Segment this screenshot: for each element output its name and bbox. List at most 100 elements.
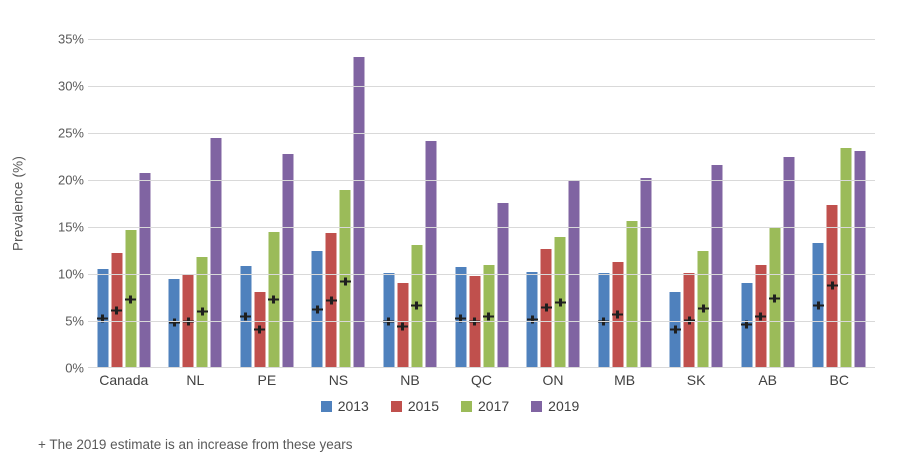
- x-label-ab: AB: [758, 372, 778, 388]
- x-axis-labels: Canada NL PE NS NB QC ON MB SK AB BC: [88, 372, 875, 388]
- x-label-on: ON: [542, 372, 564, 388]
- bar-mb-2019: [640, 178, 652, 368]
- bar-sk-2017: [697, 251, 709, 368]
- bar-sk-2013: [669, 291, 681, 368]
- bar-bc-2013: [812, 242, 824, 368]
- bar-nb-2017: [411, 244, 423, 368]
- x-label-nb: NB: [400, 372, 420, 388]
- bar-qc-2019: [497, 202, 508, 368]
- y-tick-0-: 0%: [65, 360, 84, 376]
- legend-item-2015: 2015: [390, 398, 439, 414]
- bar-bc-2017: [840, 148, 852, 368]
- legend-swatch-2013: [320, 400, 332, 412]
- bar-ns-2015: [325, 232, 337, 368]
- y-tick-30-: 30%: [57, 78, 84, 94]
- bar-sk-2019: [711, 164, 723, 368]
- legend-label-2015: 2015: [407, 398, 439, 414]
- y-tick-15-: 15%: [57, 219, 84, 235]
- bars-qc: [455, 39, 508, 368]
- group-ns: [303, 39, 375, 368]
- plus-marker-ab-2015: [755, 312, 767, 321]
- y-tick-25-: 25%: [57, 125, 84, 141]
- group-ab: [732, 39, 804, 368]
- bar-ab-2015: [755, 264, 767, 368]
- bar-mb-2015: [612, 261, 624, 368]
- plus-marker-canada-2017: [125, 295, 137, 304]
- group-nb: [374, 39, 446, 368]
- plus-marker-nb-2017: [411, 301, 423, 310]
- plus-marker-on-2017: [554, 298, 566, 307]
- bar-qc-2013: [455, 267, 466, 368]
- legend-swatch-2017: [461, 400, 472, 412]
- bars-canada: [97, 39, 151, 368]
- x-label-ns: NS: [328, 372, 349, 388]
- plus-marker-sk-2013: [669, 325, 681, 334]
- group-mb: [589, 39, 661, 368]
- plus-marker-nb-2015: [397, 322, 409, 331]
- plus-marker-mb-2015: [612, 310, 624, 319]
- group-qc: [446, 39, 518, 368]
- group-pe: [231, 39, 303, 368]
- bars-ns: [311, 39, 365, 368]
- plus-marker-ab-2017: [769, 294, 781, 303]
- bar-bc-2015: [826, 205, 838, 368]
- y-tick-10-: 10%: [57, 266, 84, 282]
- plus-marker-qc-2013: [455, 314, 466, 323]
- plus-marker-nl-2017: [196, 307, 208, 316]
- gridline-35: [88, 38, 875, 40]
- plus-marker-bc-2013: [812, 301, 824, 310]
- plus-marker-canada-2015: [111, 306, 123, 315]
- plot-area: [88, 38, 875, 368]
- bar-nl-2017: [196, 257, 208, 368]
- gridline-15: [88, 226, 875, 228]
- bar-pe-2015: [254, 291, 266, 368]
- bars-nb: [383, 39, 437, 368]
- x-label-canada: Canada: [99, 372, 149, 388]
- plus-marker-ab-2013: [741, 320, 753, 329]
- bar-ab-2019: [783, 156, 795, 368]
- x-label-pe: PE: [257, 372, 277, 388]
- bar-mb-2017: [626, 221, 638, 368]
- bar-nl-2019: [210, 137, 222, 368]
- bar-canada-2015: [111, 253, 123, 368]
- bar-ns-2019: [353, 56, 365, 368]
- bar-nl-2013: [168, 278, 180, 368]
- legend-swatch-2015: [390, 400, 402, 412]
- plus-marker-ns-2015: [325, 296, 337, 305]
- plus-marker-qc-2017: [483, 312, 494, 321]
- plus-marker-qc-2015: [469, 317, 480, 326]
- plus-marker-sk-2017: [697, 304, 709, 313]
- bars-nl: [168, 39, 222, 368]
- x-label-qc: QC: [471, 372, 492, 388]
- bar-canada-2017: [125, 229, 137, 368]
- group-nl: [160, 39, 232, 368]
- gridline-10: [88, 273, 875, 275]
- legend-item-2017: 2017: [461, 398, 509, 414]
- legend-label-2017: 2017: [478, 398, 510, 414]
- bars-ab: [741, 39, 795, 368]
- legend-item-2019: 2019: [531, 398, 579, 414]
- group-on: [517, 39, 589, 368]
- y-axis-tick-labels: 0% 5% 10% 15% 20% 25% 30% 35%: [0, 32, 84, 376]
- legend-swatch-2019: [531, 400, 543, 412]
- x-label-bc: BC: [829, 372, 849, 388]
- gridline-0: [88, 367, 875, 368]
- legend-item-2013: 2013: [320, 398, 369, 414]
- plus-marker-pe-2013: [240, 312, 252, 321]
- legend-label-2019: 2019: [548, 398, 580, 414]
- plus-marker-bc-2015: [826, 281, 838, 290]
- bars-bc: [812, 39, 866, 368]
- gridline-20: [88, 179, 875, 181]
- plus-marker-sk-2015: [683, 316, 695, 325]
- bar-ns-2013: [311, 251, 323, 368]
- y-tick-5-: 5%: [65, 313, 84, 329]
- x-label-mb: MB: [614, 372, 636, 388]
- y-tick-20-: 20%: [57, 172, 84, 188]
- x-label-nl: NL: [186, 372, 205, 388]
- plus-marker-nl-2013: [168, 318, 180, 327]
- chart-footnote: + The 2019 estimate is an increase from …: [38, 437, 353, 452]
- bar-nb-2019: [425, 140, 437, 368]
- bar-canada-2019: [139, 173, 151, 368]
- bars-mb: [598, 39, 652, 368]
